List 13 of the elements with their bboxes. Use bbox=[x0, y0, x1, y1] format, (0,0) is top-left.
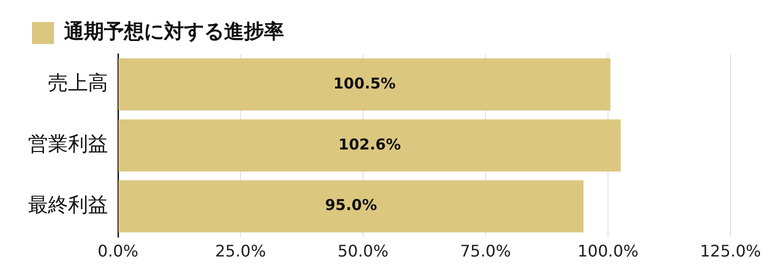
y-tick-label: 営業利益 bbox=[28, 132, 108, 156]
x-tick-label: 100.0% bbox=[577, 242, 639, 261]
data-label: 102.6% bbox=[338, 135, 401, 154]
x-tick-label: 75.0% bbox=[460, 242, 511, 261]
x-tick-label: 25.0% bbox=[215, 242, 266, 261]
x-tick-label: 125.0% bbox=[700, 242, 762, 261]
y-tick-label: 売上高 bbox=[48, 70, 108, 95]
data-label: 100.5% bbox=[333, 74, 396, 92]
x-tick-label: 50.0% bbox=[338, 242, 388, 261]
data-label: 95.0% bbox=[324, 196, 378, 214]
legend-label: 通期予想に対する進捗率 bbox=[63, 19, 284, 44]
x-tick-label: 0.0% bbox=[98, 242, 138, 261]
y-tick-label: 最終利益 bbox=[28, 192, 108, 217]
